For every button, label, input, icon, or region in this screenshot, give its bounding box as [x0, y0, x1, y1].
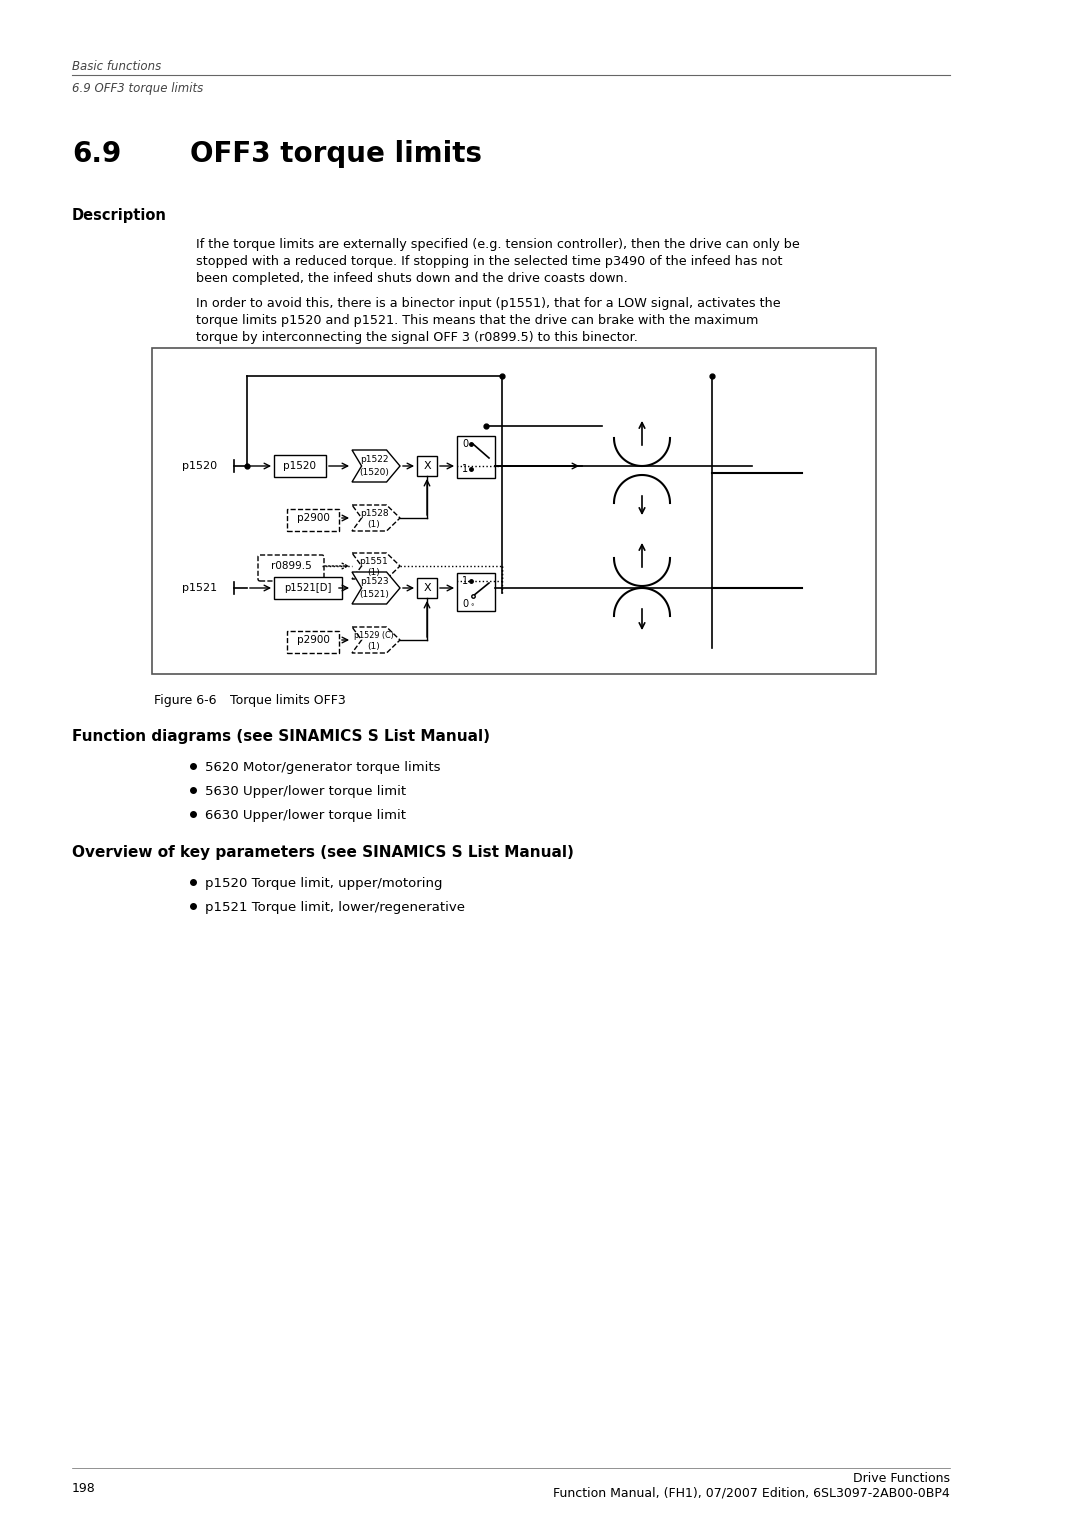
- Text: 6.9 OFF3 torque limits: 6.9 OFF3 torque limits: [72, 82, 203, 95]
- Text: r0899.5: r0899.5: [271, 560, 311, 571]
- Text: p1520 Torque limit, upper/motoring: p1520 Torque limit, upper/motoring: [205, 876, 443, 890]
- Bar: [274, 577, 342, 599]
- Text: p1551: p1551: [360, 556, 389, 565]
- Text: 198: 198: [72, 1483, 96, 1495]
- Text: X: X: [423, 461, 431, 470]
- Text: Basic functions: Basic functions: [72, 60, 161, 73]
- Text: 5630 Upper/lower torque limit: 5630 Upper/lower torque limit: [205, 785, 406, 799]
- Text: X: X: [423, 583, 431, 592]
- Text: p2900: p2900: [297, 635, 329, 644]
- Text: 1: 1: [462, 464, 468, 473]
- Bar: [287, 508, 339, 531]
- Polygon shape: [352, 450, 400, 483]
- Text: p1520: p1520: [283, 461, 316, 470]
- Text: Function Manual, (FH1), 07/2007 Edition, 6SL3097-2AB00-0BP4: Function Manual, (FH1), 07/2007 Edition,…: [553, 1486, 950, 1500]
- Text: p1521[D]: p1521[D]: [284, 583, 332, 592]
- Text: (1): (1): [367, 568, 380, 577]
- Text: stopped with a reduced torque. If stopping in the selected time p3490 of the inf: stopped with a reduced torque. If stoppi…: [195, 255, 783, 269]
- Polygon shape: [352, 573, 400, 605]
- Text: 6630 Upper/lower torque limit: 6630 Upper/lower torque limit: [205, 809, 406, 822]
- Text: (1521): (1521): [359, 591, 389, 600]
- Bar: [417, 457, 437, 476]
- Text: Torque limits OFF3: Torque limits OFF3: [230, 693, 346, 707]
- Text: Figure 6-6: Figure 6-6: [154, 693, 216, 707]
- Text: torque by interconnecting the signal OFF 3 (r0899.5) to this binector.: torque by interconnecting the signal OFF…: [195, 331, 638, 344]
- Bar: [457, 573, 495, 611]
- Bar: [457, 437, 495, 478]
- Bar: [287, 631, 339, 654]
- Text: p1522: p1522: [360, 455, 388, 464]
- Text: torque limits p1520 and p1521. This means that the drive can brake with the maxi: torque limits p1520 and p1521. This mean…: [195, 315, 758, 327]
- Text: been completed, the infeed shuts down and the drive coasts down.: been completed, the infeed shuts down an…: [195, 272, 627, 286]
- Bar: [274, 455, 326, 476]
- Text: Description: Description: [72, 208, 167, 223]
- Text: °: °: [470, 605, 473, 609]
- Polygon shape: [352, 553, 400, 579]
- FancyBboxPatch shape: [258, 554, 324, 580]
- Text: Function diagrams (see SINAMICS S List Manual): Function diagrams (see SINAMICS S List M…: [72, 728, 490, 744]
- Text: Drive Functions: Drive Functions: [853, 1472, 950, 1484]
- Text: 0: 0: [462, 599, 468, 609]
- Text: p1521 Torque limit, lower/regenerative: p1521 Torque limit, lower/regenerative: [205, 901, 465, 915]
- Text: p2900: p2900: [297, 513, 329, 524]
- Text: p1520: p1520: [183, 461, 217, 470]
- Text: 5620 Motor/generator torque limits: 5620 Motor/generator torque limits: [205, 760, 441, 774]
- Text: 0: 0: [462, 438, 468, 449]
- Bar: [152, 348, 876, 673]
- Text: (1520): (1520): [359, 469, 389, 478]
- Text: If the torque limits are externally specified (e.g. tension controller), then th: If the torque limits are externally spec…: [195, 238, 800, 250]
- Polygon shape: [352, 505, 400, 531]
- Text: (1): (1): [367, 521, 380, 530]
- Polygon shape: [352, 628, 400, 654]
- Text: OFF3 torque limits: OFF3 torque limits: [190, 140, 482, 168]
- Text: p1528: p1528: [360, 508, 389, 518]
- Text: In order to avoid this, there is a binector input (p1551), that for a LOW signal: In order to avoid this, there is a binec…: [195, 296, 781, 310]
- Text: p1529 (C): p1529 (C): [354, 631, 394, 640]
- Text: 1: 1: [462, 576, 468, 586]
- Text: (1): (1): [367, 643, 380, 652]
- Text: p1521: p1521: [183, 583, 217, 592]
- Text: Overview of key parameters (see SINAMICS S List Manual): Overview of key parameters (see SINAMICS…: [72, 844, 573, 860]
- Text: p1523: p1523: [360, 577, 389, 586]
- Bar: [417, 579, 437, 599]
- Text: 6.9: 6.9: [72, 140, 121, 168]
